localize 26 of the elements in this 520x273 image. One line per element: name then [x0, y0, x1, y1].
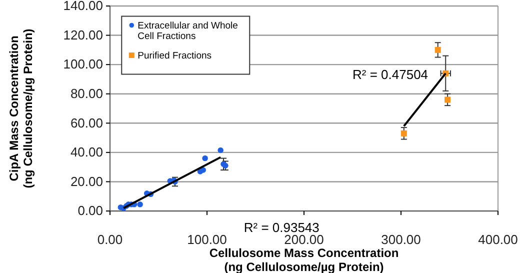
annotation: R² = 0.47504 — [352, 67, 428, 82]
y-tick-label: 60.00 — [70, 115, 103, 130]
text: R² = 0.93543 — [244, 220, 320, 235]
y-tick-label: 120.00 — [63, 27, 103, 42]
y-axis-title: CipA Mass Concentration (ng Cellulosome/µg Protein) — [7, 28, 35, 188]
point — [218, 147, 224, 154]
x-tick-label: 0.00 — [97, 232, 123, 247]
legend-label: Purified Fractions — [138, 50, 212, 62]
point — [434, 46, 441, 53]
y-tick-label: 20.00 — [70, 174, 103, 189]
x-tick-label: 200.00 — [284, 232, 324, 247]
x-tick-label: 300.00 — [381, 232, 421, 247]
point — [444, 96, 451, 103]
point — [137, 202, 143, 208]
legend-label: Extracellular and Whole Cell Fractions — [138, 20, 238, 42]
point — [200, 167, 206, 173]
y-tick-label: 0.00 — [78, 203, 103, 218]
y-tick-label: 100.00 — [63, 56, 103, 72]
x-axis-title: Cellulosome Mass Concentration (ng Cellulosome/µg Protein) — [209, 246, 399, 273]
y-tick-label: 80.00 — [70, 86, 103, 102]
point — [202, 155, 208, 162]
point — [400, 130, 407, 136]
x-tick-label: 100.00 — [187, 232, 227, 247]
y-tick-label: 140.00 — [63, 0, 103, 14]
x-tick-label: 400.00 — [478, 232, 518, 247]
y-tick-label: 40.00 — [70, 144, 103, 160]
